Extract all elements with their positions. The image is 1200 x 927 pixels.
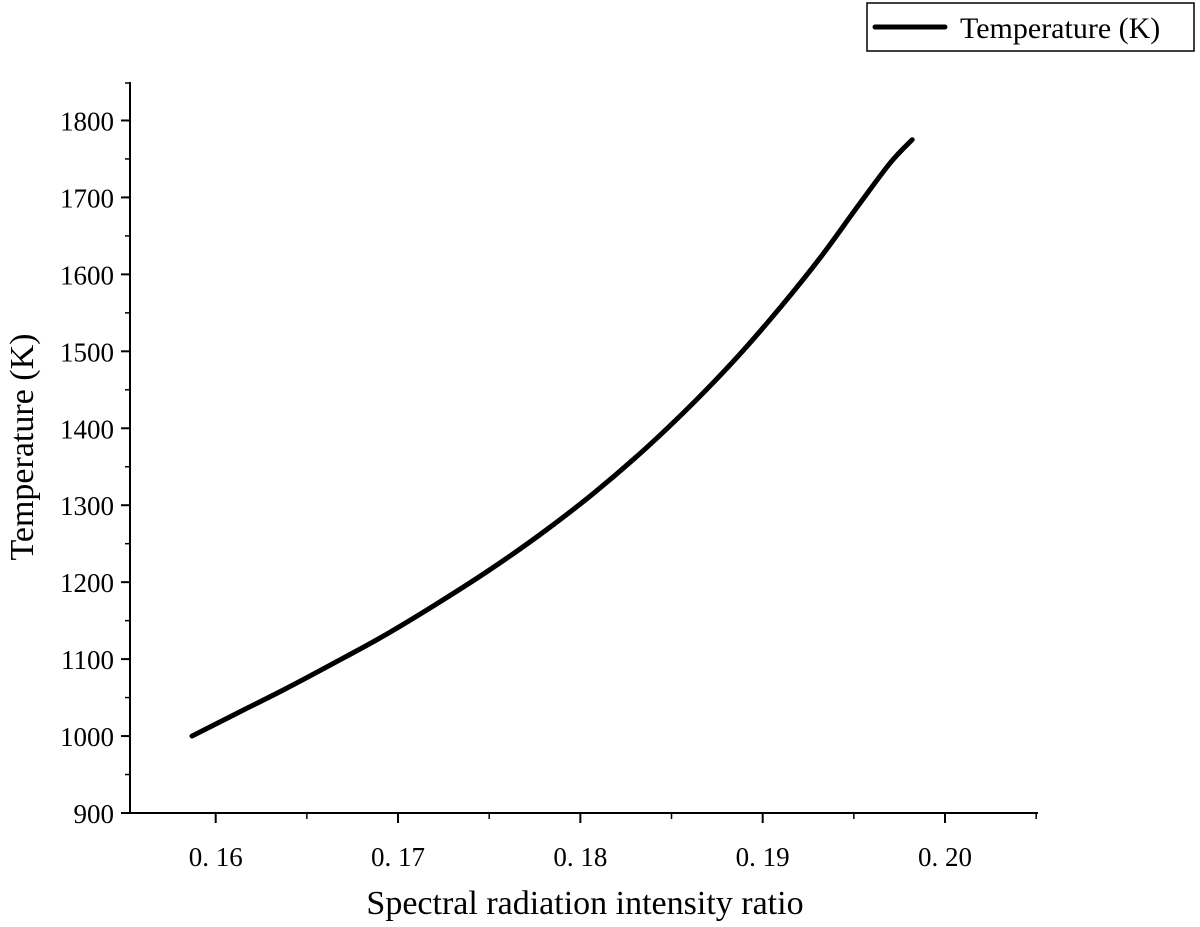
- y-tick-label: 1700: [60, 183, 114, 213]
- y-ticks: 900 1000 1100 1200 1300 1400 1500 1600 1700 1800: [60, 82, 130, 829]
- x-tick-label: 0. 18: [553, 842, 607, 872]
- x-tick-label: 0. 16: [189, 842, 243, 872]
- y-tick-label: 1600: [60, 260, 114, 290]
- y-axis-title: Temperature (K): [4, 334, 41, 561]
- y-tick-label: 1500: [60, 337, 114, 367]
- x-tick-label: 0. 19: [736, 842, 790, 872]
- x-tick-label: 0. 17: [371, 842, 425, 872]
- series-layer: [189, 137, 915, 739]
- y-tick-label: 1800: [60, 106, 114, 136]
- temperature-series-line: [189, 137, 915, 739]
- legend-entry-label: Temperature (K): [960, 12, 1160, 45]
- y-tick-label: 900: [74, 799, 115, 829]
- y-tick-label: 1200: [60, 568, 114, 598]
- y-tick-label: 1400: [60, 414, 114, 444]
- y-tick-label: 1300: [60, 491, 114, 521]
- legend: Temperature (K): [866, 2, 1195, 52]
- x-ticks: 0. 16 0. 17 0. 18 0. 19 0. 20: [189, 813, 1037, 872]
- x-axis-title: Spectral radiation intensity ratio: [366, 885, 803, 922]
- x-tick-label: 0. 20: [918, 842, 972, 872]
- y-tick-label: 1000: [60, 722, 114, 752]
- y-tick-label: 1100: [61, 645, 114, 675]
